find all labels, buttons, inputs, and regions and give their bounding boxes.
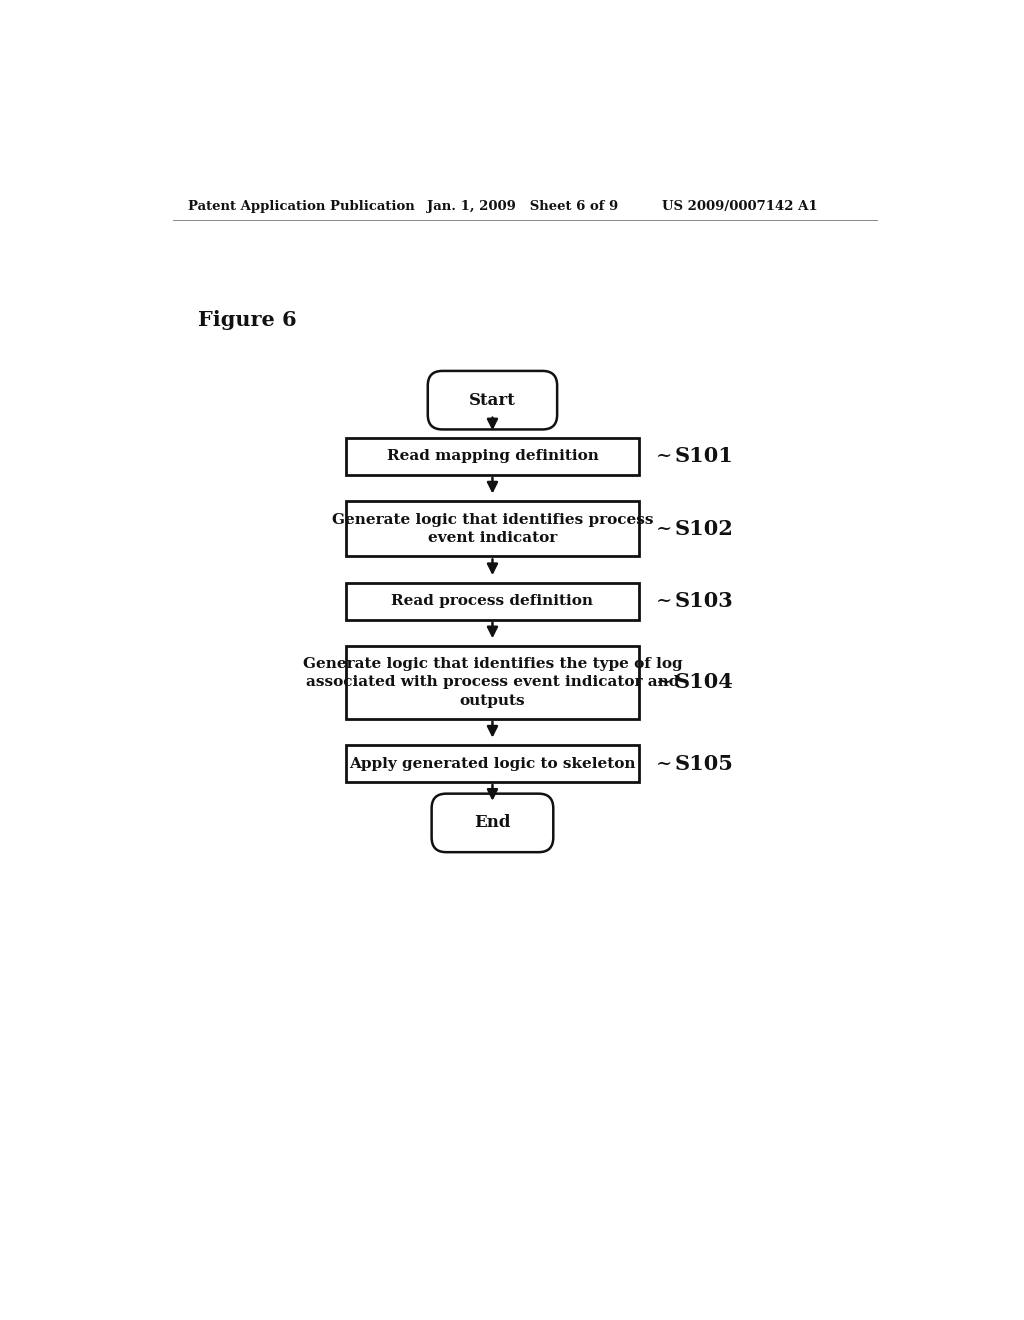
Text: Figure 6: Figure 6 — [199, 310, 297, 330]
Text: S103: S103 — [674, 591, 733, 611]
FancyBboxPatch shape — [432, 793, 553, 853]
Text: US 2009/0007142 A1: US 2009/0007142 A1 — [662, 199, 817, 213]
Text: Read mapping definition: Read mapping definition — [386, 449, 598, 463]
Bar — [346, 438, 639, 475]
Text: Generate logic that identifies process
event indicator: Generate logic that identifies process e… — [332, 512, 653, 545]
Bar — [346, 744, 639, 781]
Text: S104: S104 — [674, 672, 733, 693]
Bar — [346, 582, 639, 619]
Text: S102: S102 — [674, 519, 733, 539]
Text: S101: S101 — [674, 446, 733, 466]
Text: Apply generated logic to skeleton: Apply generated logic to skeleton — [349, 756, 636, 771]
Text: Generate logic that identifies the type of log
associated with process event ind: Generate logic that identifies the type … — [303, 657, 682, 708]
Text: ~: ~ — [655, 593, 672, 610]
Text: ~: ~ — [655, 755, 672, 772]
Bar — [346, 645, 639, 719]
Text: End: End — [474, 814, 511, 832]
Text: ~: ~ — [655, 520, 672, 537]
Text: Patent Application Publication: Patent Application Publication — [188, 199, 415, 213]
Text: ~: ~ — [655, 447, 672, 466]
Bar — [346, 502, 639, 557]
Text: S105: S105 — [674, 754, 733, 774]
Text: Start: Start — [469, 392, 516, 409]
Text: ~: ~ — [655, 673, 672, 692]
Text: Read process definition: Read process definition — [391, 594, 594, 609]
FancyBboxPatch shape — [428, 371, 557, 429]
Text: Jan. 1, 2009   Sheet 6 of 9: Jan. 1, 2009 Sheet 6 of 9 — [427, 199, 618, 213]
